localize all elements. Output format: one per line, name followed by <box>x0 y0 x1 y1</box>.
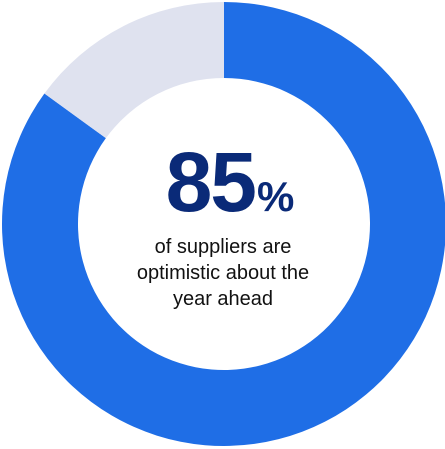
caption: of suppliers are optimistic about the ye… <box>92 234 354 312</box>
center-label: 85 % of suppliers are optimistic about t… <box>92 140 354 312</box>
caption-line-1: of suppliers are <box>154 236 292 258</box>
caption-line-3: year ahead <box>172 288 274 310</box>
stat-unit: % <box>257 173 295 220</box>
stat-figure: 85 % <box>106 140 354 224</box>
donut-slice-2 <box>44 2 225 139</box>
stat-value: 85 <box>165 135 257 229</box>
caption-line-2: optimistic about the <box>136 262 310 284</box>
